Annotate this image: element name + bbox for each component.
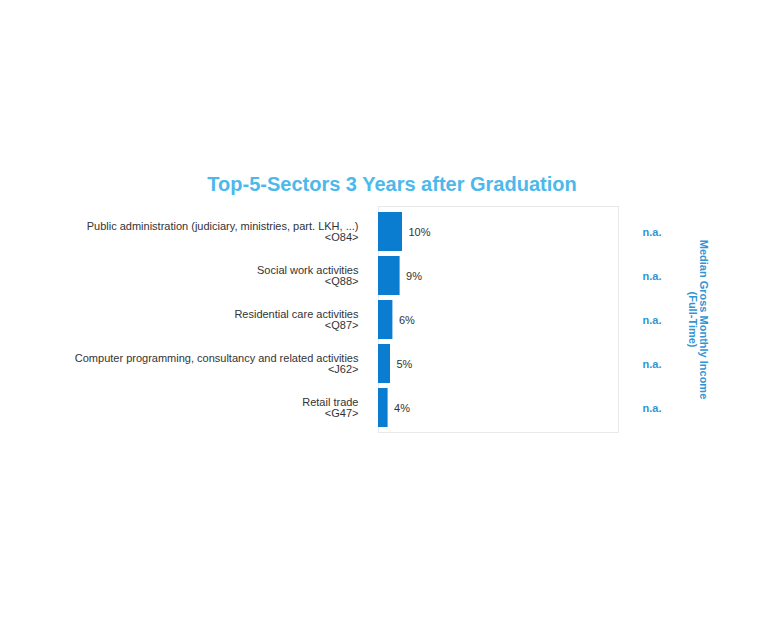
svg-text:Residential care activities<Q8: Residential care activities<Q87> xyxy=(234,308,359,331)
svg-text:6%: 6% xyxy=(399,314,415,326)
html-text:Top-5-Sectors 3 Years after Gr: Top-5-Sectors 3 Years after Graduation xyxy=(207,173,577,195)
svg-text:10%: 10% xyxy=(409,226,431,238)
svg-text:Median Gross Monthly Income(Fu: Median Gross Monthly Income(Full-Time) xyxy=(687,240,710,400)
svg-text:Computer programming, consulta: Computer programming, consultancy and re… xyxy=(75,352,359,375)
svg-text:n.a.: n.a. xyxy=(643,314,662,326)
svg-text:Retail trade<G47>: Retail trade<G47> xyxy=(302,396,358,419)
svg-text:n.a.: n.a. xyxy=(643,226,662,238)
svg-text:n.a.: n.a. xyxy=(643,270,662,282)
svg-text:Social work activities<Q88>: Social work activities<Q88> xyxy=(257,264,359,287)
svg-text:5%: 5% xyxy=(397,358,413,370)
svg-text:n.a.: n.a. xyxy=(643,402,662,414)
svg-text:4%: 4% xyxy=(394,402,410,414)
svg-text:Public administration (judicia: Public administration (judiciary, minist… xyxy=(87,220,359,243)
svg-text:n.a.: n.a. xyxy=(643,358,662,370)
svg-text:9%: 9% xyxy=(406,270,422,282)
